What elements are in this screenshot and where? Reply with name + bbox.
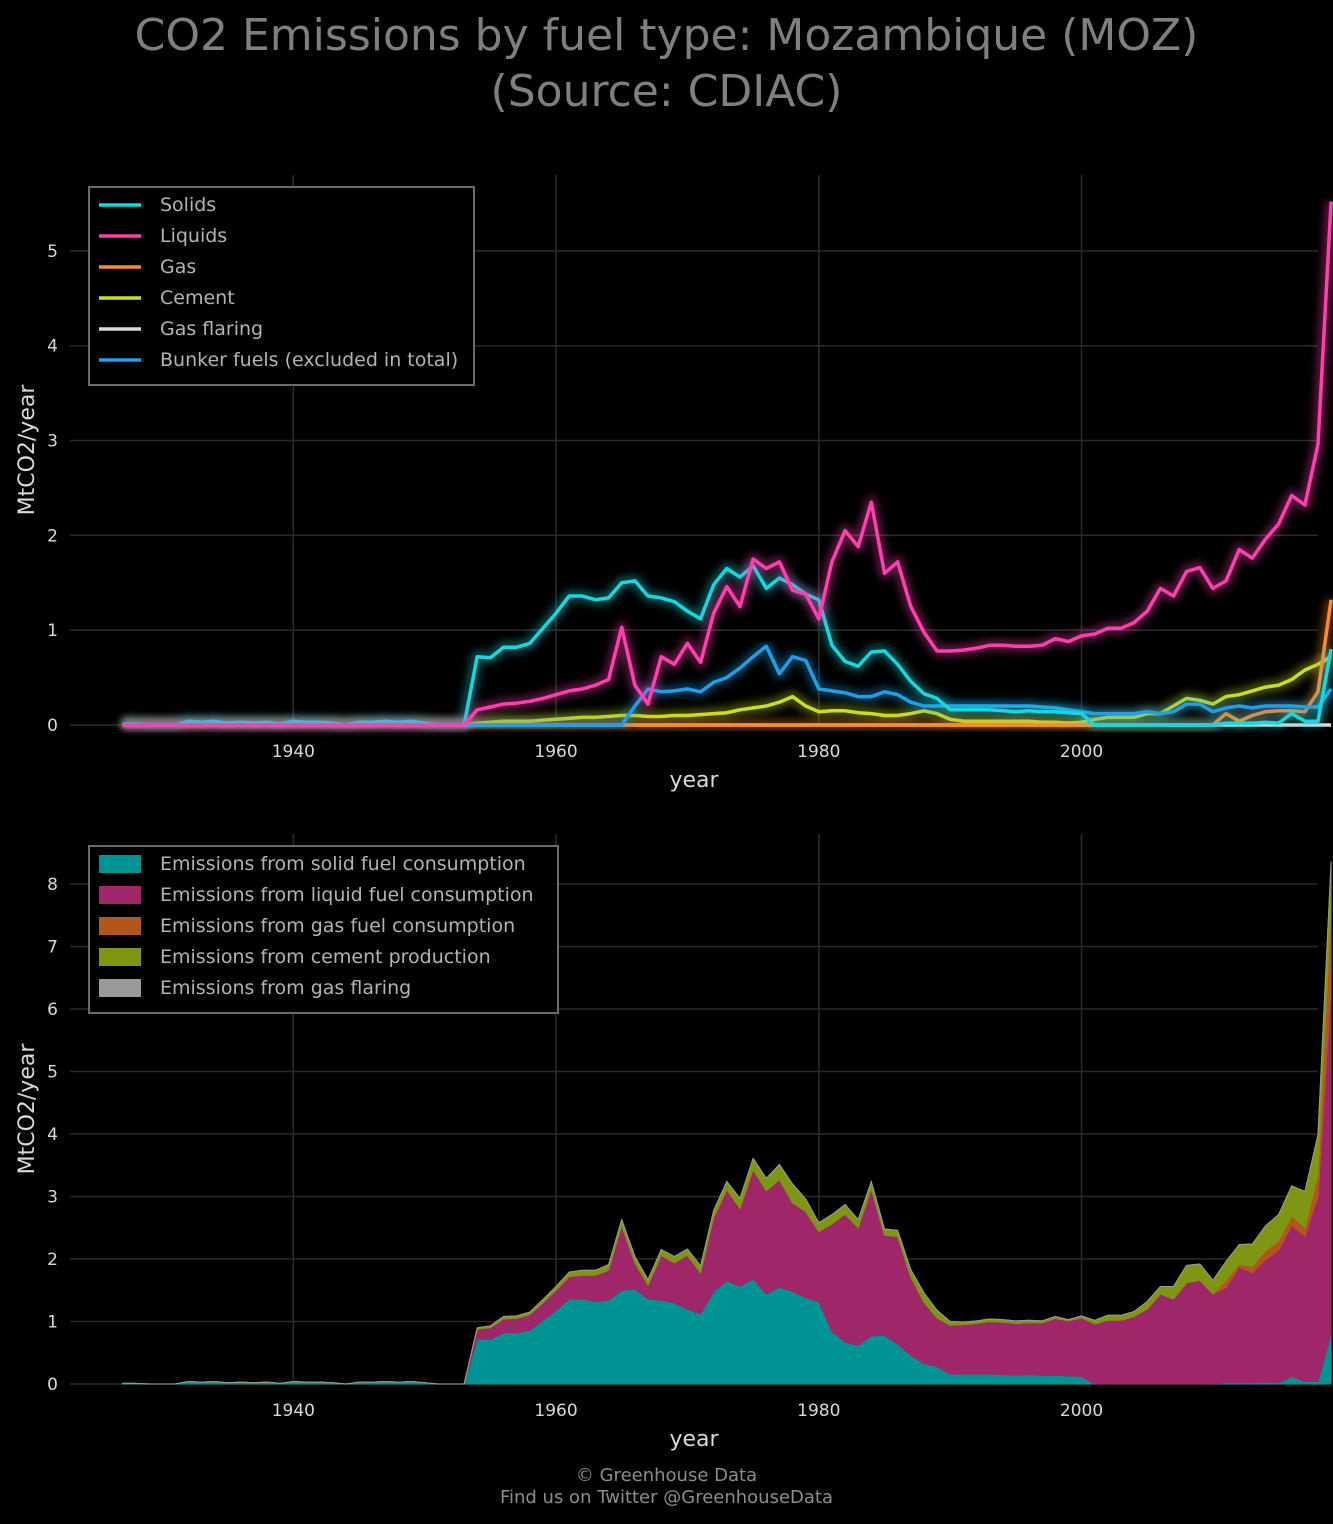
y-tick-label: 3: [47, 1188, 58, 1208]
legend-label: Liquids: [160, 225, 227, 247]
legend-label: Emissions from solid fuel consumption: [160, 853, 526, 875]
series-line: [122, 201, 1333, 727]
x-tick-label: 1980: [797, 742, 840, 762]
y-tick-label: 7: [47, 938, 58, 958]
y-tick-label: 1: [47, 1313, 58, 1333]
legend-label: Gas flaring: [160, 318, 263, 340]
y-tick-label: 4: [47, 337, 58, 357]
y-tick-label: 2: [47, 1250, 58, 1270]
x-tick-label: 2000: [1060, 742, 1103, 762]
y-tick-label: 8: [47, 875, 58, 895]
y-axis-label: MtCO2/year: [15, 1043, 40, 1175]
y-tick-label: 5: [47, 1063, 58, 1083]
x-axis-label: year: [669, 1427, 719, 1452]
legend-label: Cement: [160, 287, 235, 309]
x-tick-label: 1980: [797, 1401, 840, 1421]
legend-swatch: [99, 855, 141, 873]
page-title: CO2 Emissions by fuel type: Mozambique (…: [0, 8, 1333, 120]
top-line-chart: 1940 1960 1980 2000 0 1 2 3 4 5 year MtCO2/year Soli…: [15, 175, 1333, 793]
legend-box: [88, 845, 559, 1014]
title-line-2: (Source: CDIAC): [490, 66, 843, 117]
legend-swatch: [99, 979, 141, 997]
legend-label: Emissions from gas fuel consumption: [160, 915, 515, 937]
y-axis-label: MtCO2/year: [15, 384, 40, 516]
y-tick-label: 0: [47, 716, 58, 736]
stacked-area: [122, 861, 1332, 1385]
y-tick-label: 6: [47, 1000, 58, 1020]
legend-label: Emissions from gas flaring: [160, 977, 411, 999]
x-tick-label: 1960: [534, 1401, 577, 1421]
x-tick-label: 1960: [534, 742, 577, 762]
legend-swatch: [99, 886, 141, 904]
legend-label: Emissions from liquid fuel consumption: [160, 884, 534, 906]
legend-box: [88, 186, 475, 386]
y-tick-label: 2: [47, 526, 58, 546]
x-tick-label: 2000: [1060, 1401, 1103, 1421]
legend-swatch: [99, 917, 141, 935]
footer-twitter: Find us on Twitter @GreenhouseData: [499, 1487, 834, 1508]
x-tick-label: 1940: [272, 742, 315, 762]
legend-label: Bunker fuels (excluded in total): [160, 349, 458, 371]
legend-swatch: [99, 948, 141, 966]
footer-copyright: © Greenhouse Data: [575, 1465, 758, 1486]
y-tick-label: 3: [47, 432, 58, 452]
bottom-area-chart: 1940 1960 1980 2000 0 1 2 3 4 5 6 7 8 year MtCO2/year E…: [15, 834, 1332, 1452]
y-tick-label: 1: [47, 621, 58, 641]
title-line-1: CO2 Emissions by fuel type: Mozambique (…: [134, 10, 1199, 61]
x-axis-label: year: [669, 768, 719, 793]
legend-label: Emissions from cement production: [160, 946, 491, 968]
legend-label: Solids: [160, 194, 216, 216]
y-tick-label: 4: [47, 1125, 58, 1145]
y-tick-label: 0: [47, 1375, 58, 1395]
legend-label: Gas: [160, 256, 196, 278]
x-tick-label: 1940: [272, 1401, 315, 1421]
y-tick-label: 5: [47, 242, 58, 262]
